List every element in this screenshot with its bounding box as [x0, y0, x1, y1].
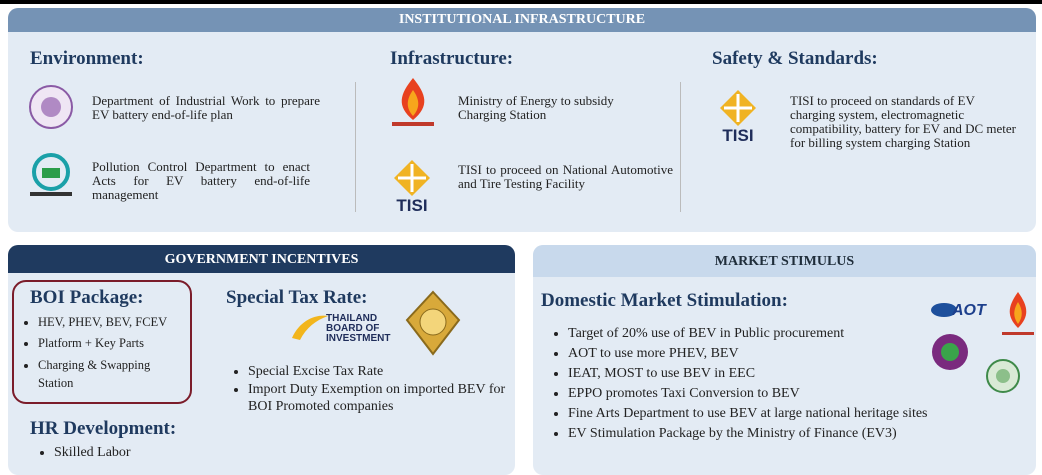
- list-item: HEV, PHEV, BEV, FCEV: [38, 312, 188, 333]
- fad-logo: [986, 359, 1020, 393]
- tisi-label: TISI: [396, 196, 428, 215]
- boi-list: HEV, PHEV, BEV, FCEV Platform + Key Part…: [22, 312, 188, 392]
- energy-logo: [1002, 292, 1034, 335]
- list-item: Fine Arts Department to use BEV at large…: [568, 404, 1042, 424]
- heading: Domestic Market Stimulation:: [541, 290, 788, 311]
- institutional-panel: INSTITUTIONAL INFRASTRUCTURE: [8, 8, 1036, 232]
- panel-title: GOVERNMENT INCENTIVES: [8, 245, 515, 273]
- heading: Environment:: [30, 48, 144, 69]
- list-item: EV Stimulation Package by the Ministry o…: [568, 424, 1042, 444]
- item-text: Ministry of Energy to subsidy Charging S…: [458, 93, 614, 122]
- aot-swoosh: [931, 303, 957, 317]
- heading: BOI Package:: [30, 287, 144, 308]
- list-item: EPPO promotes Taxi Conversion to BEV: [568, 384, 1042, 404]
- tisi-label: TISI: [722, 126, 754, 145]
- logo-line: THAILAND: [326, 313, 378, 324]
- ieat-logo: [932, 334, 968, 370]
- top-rule: [0, 0, 1042, 4]
- divider: [355, 82, 356, 212]
- excise-emblem: [405, 290, 461, 356]
- heading: HR Development:: [30, 418, 177, 439]
- list-item: Target of 20% use of BEV in Public procu…: [568, 324, 1042, 344]
- heading: Special Tax Rate:: [226, 287, 368, 308]
- divider: [680, 82, 681, 212]
- energy-logo: [392, 78, 434, 126]
- item-text: Pollution Control Department to enact Ac…: [92, 159, 310, 202]
- list-item: Charging & Swapping Station: [38, 354, 188, 392]
- heading: Safety & Standards:: [712, 48, 878, 69]
- list-item: IEAT, MOST to use BEV in EEC: [568, 364, 1042, 384]
- list-item: Import Duty Exemption on imported BEV fo…: [248, 381, 513, 415]
- list-item: Skilled Labor: [54, 443, 214, 462]
- boi-logo-text: THAILAND BOARD OF INVESTMENT: [326, 314, 390, 344]
- item-text: Department of Industrial Work to prepare…: [92, 93, 320, 122]
- tisi-logo: [720, 90, 756, 126]
- panel-title: INSTITUTIONAL INFRASTRUCTURE: [8, 8, 1036, 32]
- market-list: Target of 20% use of BEV in Public procu…: [552, 324, 1042, 444]
- pcd-logo: [30, 153, 72, 196]
- hr-list: Skilled Labor: [38, 443, 214, 462]
- aot-label: AOT: [952, 302, 986, 319]
- logo-line: BOARD OF: [326, 323, 380, 334]
- list-item: Special Excise Tax Rate: [248, 362, 513, 381]
- panel-title: MARKET STIMULUS: [533, 245, 1036, 277]
- list-item: Platform + Key Parts: [38, 333, 188, 354]
- item-text: TISI to proceed on standards of EV charg…: [790, 93, 1016, 150]
- page: INSTITUTIONAL INFRASTRUCTURE Environment…: [0, 0, 1042, 461]
- boi-swoosh: [292, 315, 328, 340]
- tax-list: Special Excise Tax Rate Import Duty Exem…: [232, 362, 513, 415]
- logo-line: INVESTMENT: [326, 333, 391, 344]
- highlight-box: [12, 280, 192, 404]
- diw-logo: [29, 85, 73, 129]
- incentives-panel: GOVERNMENT INCENTIVES: [8, 245, 515, 475]
- heading: Infrastructure:: [390, 48, 514, 69]
- tisi-logo: [394, 160, 430, 196]
- list-item: AOT to use more PHEV, BEV: [568, 344, 1042, 364]
- item-text: TISI to proceed on National Automotive a…: [458, 162, 673, 191]
